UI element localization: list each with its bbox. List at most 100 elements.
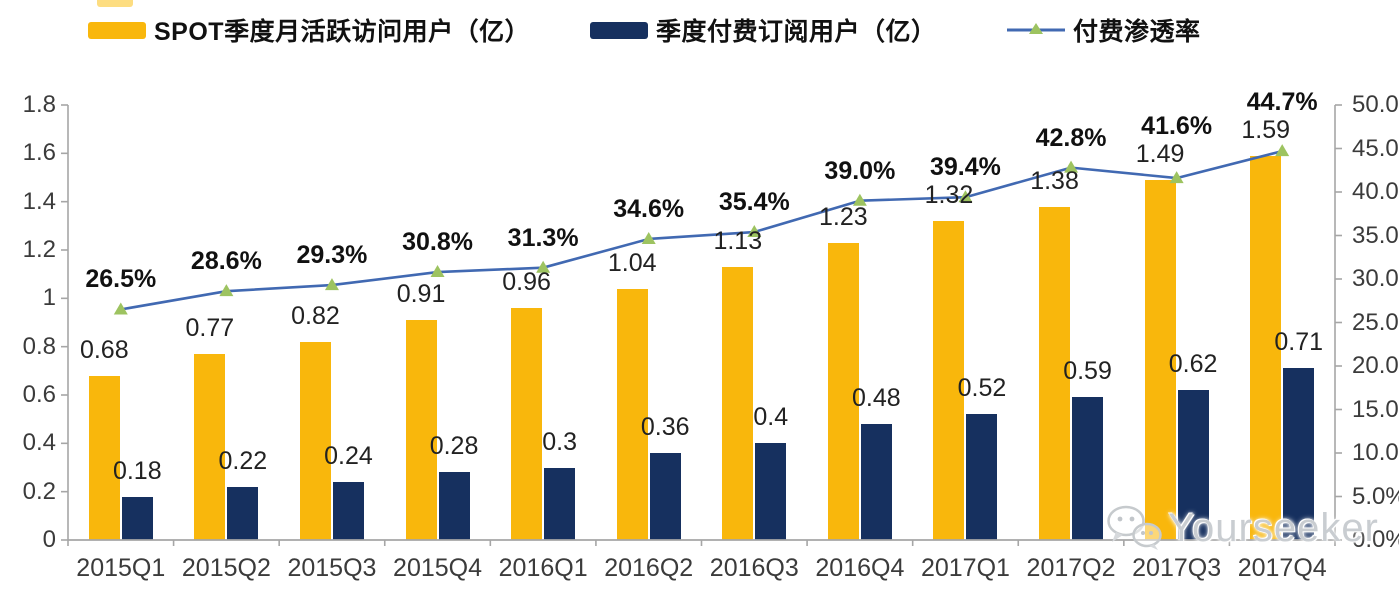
bar-subs-2017Q1 — [966, 414, 998, 540]
bar-mau-2017Q4 — [1250, 155, 1282, 540]
x-axis-label-2017Q1: 2017Q1 — [920, 554, 1010, 582]
left-axis-tick-1.8: 1.8 — [22, 91, 56, 118]
left-axis-tick-1.2: 1.2 — [22, 236, 56, 263]
line-marker-icon — [1007, 23, 1065, 34]
watermark: Yourseeker — [1104, 504, 1379, 552]
mau-legend-label: SPOT季度月活跃访问用户（亿） — [154, 18, 531, 46]
bar-subs-2015Q1 — [121, 496, 153, 540]
x-axis-label-2016Q4: 2016Q4 — [815, 554, 905, 582]
bar-mau-2017Q2 — [1039, 206, 1071, 540]
penetration-value-2016Q1: 31.3% — [507, 223, 579, 252]
right-axis-tick-20.0%: 20.0% — [1352, 352, 1399, 379]
penetration-value-2016Q3: 35.4% — [718, 188, 790, 217]
mau-value-2017Q1: 1.32 — [924, 181, 974, 209]
mau-value-2016Q2: 1.04 — [607, 248, 657, 277]
subs-legend-swatch — [590, 21, 648, 39]
right-axis-tick-45.0%: 45.0% — [1352, 134, 1399, 162]
penetration-value-2016Q4: 39.0% — [824, 156, 896, 185]
bar-subs-2016Q1 — [544, 467, 576, 540]
mau-legend-swatch — [88, 21, 146, 39]
penetration-value-2015Q2: 28.6% — [190, 247, 262, 276]
penetration-value-2017Q4: 44.7% — [1246, 87, 1318, 116]
legend-item-mau[interactable]: SPOT季度月活跃访问用户（亿） — [88, 14, 530, 46]
x-axis-label-2016Q2: 2016Q2 — [604, 554, 694, 582]
subs-value-2017Q2: 0.59 — [1063, 357, 1112, 386]
x-axis-label-2017Q3: 2017Q3 — [1132, 554, 1222, 582]
line-marker-2016Q3 — [747, 225, 762, 238]
bar-subs-2017Q2 — [1072, 397, 1104, 540]
mau-value-2016Q1: 0.96 — [502, 268, 551, 296]
legend-item-subs[interactable]: 季度付费订阅用户（亿） — [590, 14, 937, 46]
mau-value-2017Q4: 1.59 — [1241, 115, 1291, 144]
mau-value-2017Q3: 1.49 — [1135, 139, 1185, 168]
bar-mau-2015Q2 — [194, 353, 226, 540]
mau-value-2015Q1: 0.68 — [79, 335, 129, 364]
bar-mau-2016Q2 — [616, 288, 648, 540]
mau-value-2015Q3: 0.82 — [291, 301, 340, 330]
line-marker-2017Q4 — [1275, 144, 1290, 157]
x-axis-label-2015Q4: 2015Q4 — [393, 554, 483, 582]
mau-value-2017Q2: 1.38 — [1030, 166, 1079, 195]
left-axis-tick-0.8: 0.8 — [22, 332, 56, 360]
bar-mau-2015Q4 — [405, 320, 437, 540]
right-axis-tick-0.0%: 0.0% — [1352, 526, 1399, 553]
mau-value-2016Q4: 1.23 — [819, 202, 868, 231]
subs-value-2016Q3: 0.4 — [753, 403, 789, 432]
x-axis-label-2016Q3: 2016Q3 — [709, 554, 799, 582]
penetration-value-2017Q3: 41.6% — [1141, 111, 1213, 140]
right-axis-tick-50.0%: 50.0% — [1352, 91, 1399, 118]
penetration-value-2017Q1: 39.4% — [930, 153, 1001, 181]
watermark-text: Yourseeker — [1168, 505, 1379, 550]
right-axis-tick-25.0%: 25.0% — [1352, 308, 1399, 336]
subs-value-2015Q2: 0.22 — [218, 446, 268, 475]
penetration-value-2015Q4: 30.8% — [402, 228, 473, 257]
line-marker-2015Q2 — [219, 284, 234, 297]
bar-subs-2015Q2 — [227, 486, 259, 540]
bar-subs-2016Q4 — [860, 424, 892, 540]
penetration-legend-label: 付费渗透率 — [1073, 18, 1201, 46]
subs-value-2016Q4: 0.48 — [852, 384, 901, 412]
line-marker-2017Q1 — [958, 190, 973, 203]
right-axis-tick-40.0%: 40.0% — [1352, 178, 1399, 205]
legend-item-penetration[interactable]: 付费渗透率 — [1007, 14, 1201, 46]
bar-mau-2015Q3 — [299, 341, 331, 540]
right-axis-tick-10.0%: 10.0% — [1352, 439, 1399, 466]
left-axis-tick-0.4: 0.4 — [22, 429, 56, 457]
bar-subs-2015Q3 — [332, 482, 364, 540]
penetration-value-2015Q3: 29.3% — [296, 241, 368, 270]
penetration-value-2015Q1: 26.5% — [85, 265, 157, 294]
line-marker-2017Q3 — [1169, 171, 1184, 184]
x-axis-label-2017Q4: 2017Q4 — [1237, 554, 1327, 582]
x-axis-label-2015Q3: 2015Q3 — [287, 554, 377, 582]
left-axis-tick-0.6: 0.6 — [22, 381, 56, 408]
left-axis-tick-0.2: 0.2 — [22, 477, 56, 505]
penetration-legend-marker — [1007, 21, 1065, 39]
x-axis-label-2016Q1: 2016Q1 — [498, 554, 588, 582]
subs-value-2017Q1: 0.52 — [957, 374, 1007, 403]
bar-mau-2016Q3 — [722, 266, 754, 540]
subs-legend-label: 季度付费订阅用户（亿） — [656, 18, 937, 46]
right-axis-tick-15.0%: 15.0% — [1352, 395, 1399, 423]
subs-value-2017Q3: 0.62 — [1168, 350, 1218, 379]
bar-subs-2016Q2 — [649, 453, 681, 540]
bar-mau-2017Q3 — [1144, 179, 1176, 540]
line-marker-2016Q4 — [852, 193, 867, 206]
left-axis-tick-1: 1 — [42, 284, 56, 312]
line-marker-2016Q2 — [641, 231, 656, 244]
line-marker-2016Q1 — [536, 260, 551, 273]
wechat-icon — [1107, 505, 1162, 550]
x-axis-label-2015Q1: 2015Q1 — [76, 554, 166, 582]
mau-value-2015Q4: 0.91 — [396, 280, 446, 309]
line-marker-2017Q2 — [1064, 160, 1079, 173]
left-axis-tick-0: 0 — [42, 526, 56, 553]
subs-value-2015Q3: 0.24 — [324, 442, 373, 470]
bar-mau-2016Q4 — [827, 242, 859, 540]
right-axis-tick-5.0%: 5.0% — [1352, 482, 1399, 510]
x-axis-label-2015Q2: 2015Q2 — [181, 554, 271, 582]
subs-value-2015Q1: 0.18 — [112, 456, 162, 485]
left-axis-tick-1.6: 1.6 — [22, 139, 56, 167]
